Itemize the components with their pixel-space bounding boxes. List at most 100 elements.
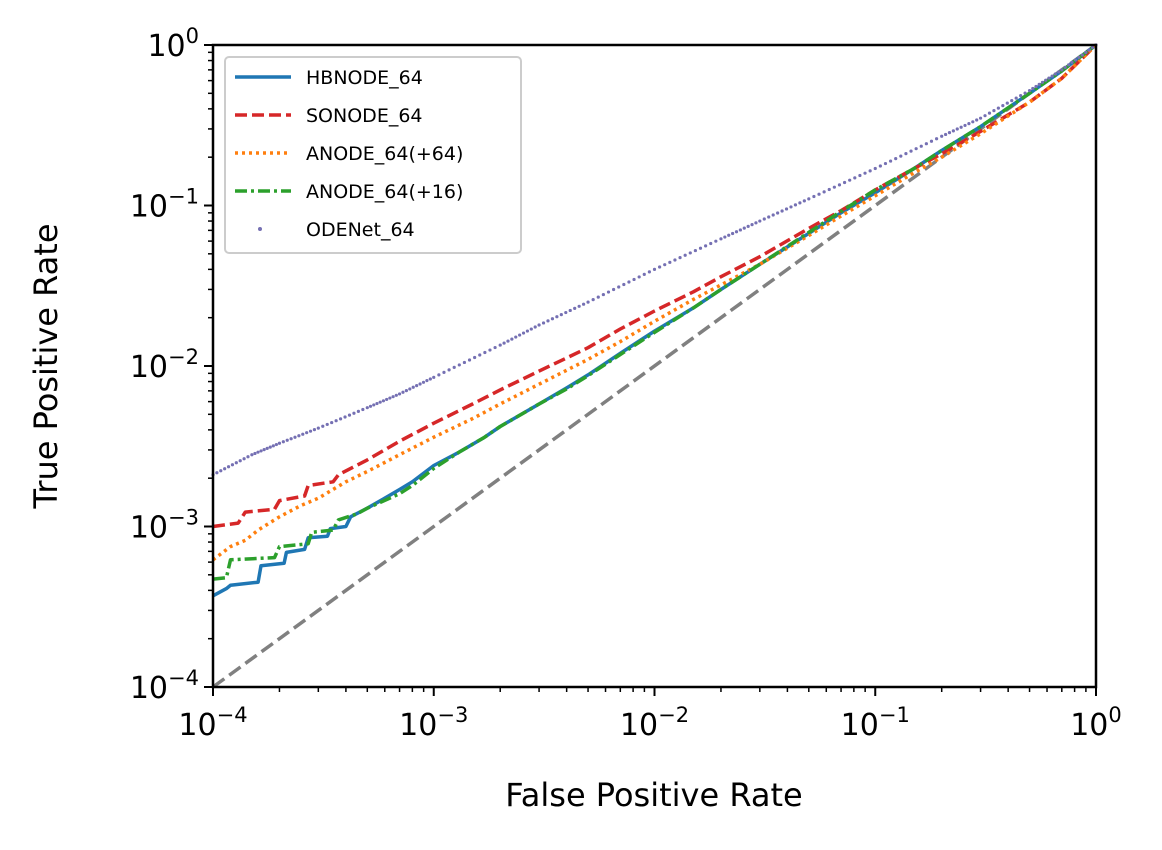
- series-point: [488, 348, 492, 352]
- series-layer: [211, 43, 1098, 689]
- series-point: [330, 420, 334, 425]
- series-point: [347, 413, 352, 417]
- series-point: [1090, 45, 1095, 50]
- series-point: [281, 440, 285, 444]
- series-point: [723, 235, 727, 239]
- series-point: [873, 166, 877, 171]
- series-point: [457, 363, 461, 367]
- series-point: [601, 292, 605, 297]
- series-point: [637, 275, 641, 279]
- series-point: [668, 260, 672, 264]
- series-point: [1053, 72, 1057, 76]
- series-point: [652, 267, 657, 271]
- x-axis-label: False Positive Rate: [505, 776, 802, 814]
- series-point: [246, 455, 250, 459]
- series-point: [734, 230, 739, 234]
- legend-box: [224, 56, 522, 254]
- series-point: [780, 209, 784, 213]
- series-point: [265, 446, 269, 450]
- series-point: [442, 370, 446, 374]
- legend: HBNODE_64 SONODE_64 ANODE_64(+64) ANODE_64(…: [224, 56, 522, 254]
- series-point: [397, 392, 402, 396]
- series-point: [767, 215, 771, 219]
- series-point: [230, 463, 235, 467]
- series-point: [238, 459, 242, 463]
- legend-entry-label: ANODE_64(+16): [306, 181, 463, 203]
- series-point: [807, 197, 811, 201]
- series-point: [250, 453, 254, 457]
- series-anode-64-16-line: [212, 43, 1098, 581]
- series-point: [1056, 70, 1061, 74]
- series-point: [1027, 88, 1032, 93]
- series-point: [1073, 58, 1078, 62]
- series-point: [368, 404, 373, 408]
- series-point: [529, 327, 533, 331]
- series-point: [742, 226, 746, 230]
- series-odenet-64-points: [211, 43, 1098, 477]
- series-point: [308, 429, 313, 433]
- y-tick-label: 10−4: [130, 666, 199, 706]
- series-point: [219, 469, 223, 473]
- series-point: [738, 228, 742, 232]
- series-point: [1067, 63, 1071, 67]
- series-point: [899, 154, 903, 158]
- series-point: [888, 159, 893, 163]
- series-point: [793, 203, 798, 207]
- series-point: [394, 393, 398, 397]
- series-point: [356, 409, 360, 413]
- series-point: [812, 194, 816, 199]
- series-point: [271, 444, 275, 448]
- series-point: [606, 290, 611, 294]
- x-tick-label: 10−3: [399, 703, 468, 743]
- series-point: [568, 308, 572, 313]
- series-point: [714, 239, 718, 243]
- series-point: [546, 319, 550, 323]
- series-point: [591, 298, 595, 302]
- series-point: [312, 428, 317, 432]
- series-point: [673, 258, 677, 262]
- series-point: [719, 237, 723, 241]
- series-point: [924, 142, 928, 146]
- series-point: [361, 407, 365, 412]
- series-point: [827, 187, 831, 192]
- series-point: [285, 438, 289, 442]
- series-point: [822, 190, 826, 194]
- series-point: [483, 350, 487, 355]
- series-point: [428, 377, 432, 381]
- series-point: [863, 171, 867, 175]
- axes-layer: 10−4 10−3 10−2 10−1 100 10−4 10−3 10−2 10−1 100: [130, 24, 1122, 743]
- series-point: [951, 129, 955, 133]
- series-point: [510, 337, 514, 341]
- series-point: [555, 315, 559, 319]
- legend-entry-label: ANODE_64(+64): [306, 143, 463, 165]
- series-point: [1034, 84, 1038, 89]
- series-point: [688, 251, 692, 255]
- series-point: [223, 467, 227, 471]
- series-point: [577, 304, 581, 308]
- series-point: [256, 450, 260, 454]
- series-point: [325, 422, 329, 427]
- series-point: [564, 310, 568, 315]
- series-point: [1031, 86, 1035, 91]
- series-point: [268, 445, 272, 449]
- series-point: [506, 339, 510, 343]
- series-point: [996, 106, 1000, 110]
- series-point: [381, 399, 386, 403]
- series-point: [904, 152, 908, 156]
- series-point: [338, 417, 343, 421]
- series-point: [425, 379, 429, 383]
- series-point: [467, 358, 472, 362]
- series-point: [537, 323, 541, 327]
- series-point: [234, 461, 238, 465]
- series-point: [581, 302, 586, 306]
- series-point: [289, 437, 293, 441]
- series-point: [878, 164, 882, 168]
- series-point: [858, 173, 862, 178]
- series-point: [437, 373, 441, 377]
- series-point: [401, 390, 405, 394]
- series-point: [421, 380, 426, 384]
- series-point: [762, 217, 766, 221]
- series-point: [959, 125, 963, 129]
- y-tick-label: 100: [147, 24, 199, 64]
- series-point: [226, 465, 231, 469]
